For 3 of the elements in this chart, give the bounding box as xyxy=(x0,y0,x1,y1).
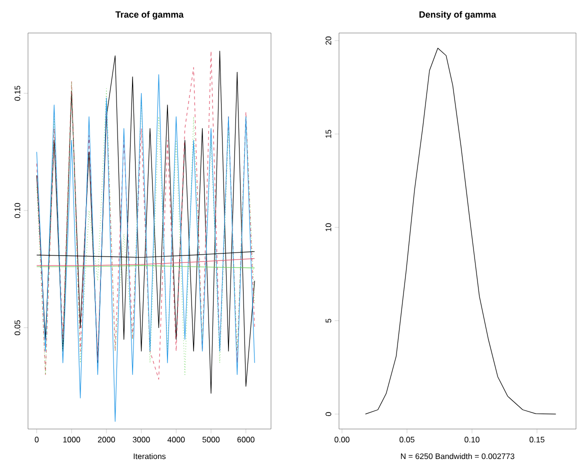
chart-title: Density of gamma xyxy=(419,11,496,20)
chart-title: Trace of gamma xyxy=(115,11,184,20)
line-series xyxy=(365,48,556,414)
